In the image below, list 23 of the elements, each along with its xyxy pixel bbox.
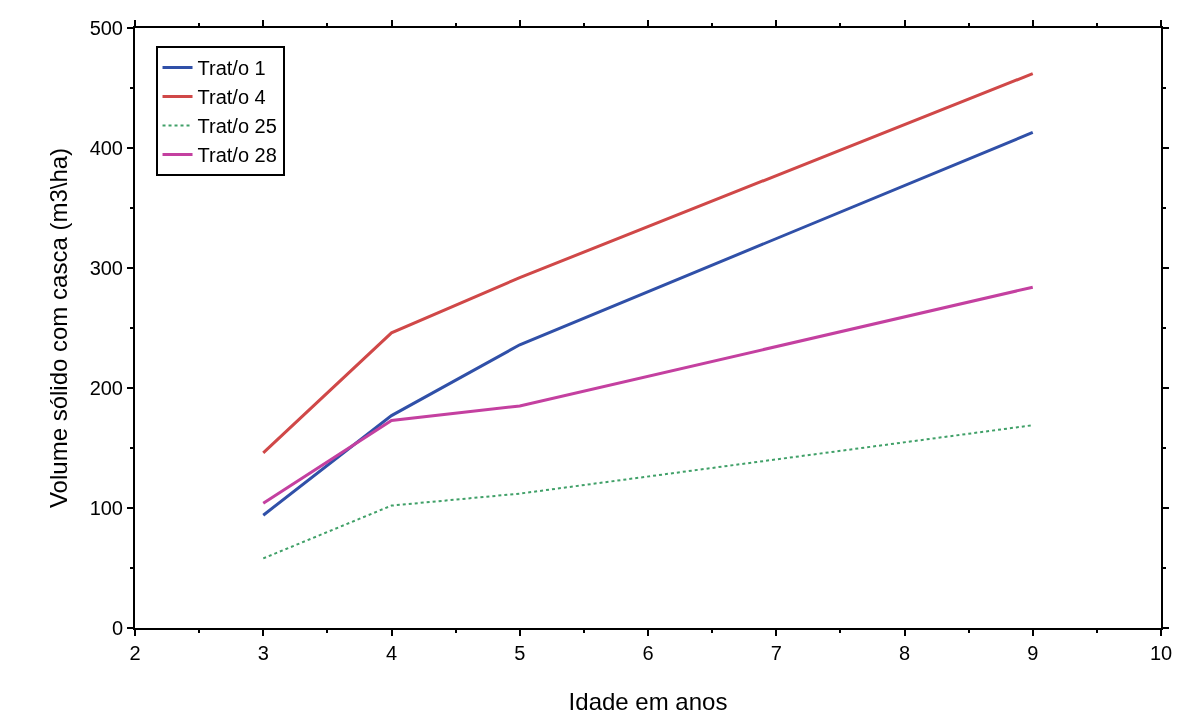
line-series (262, 424, 1034, 560)
y-tick-label: 200 (89, 377, 123, 399)
legend-label: Trat/o 28 (197, 144, 277, 167)
x-tick-label: 7 (770, 642, 782, 664)
x-tick-label: 10 (1149, 642, 1173, 664)
y-axis-title: Volume sólido com casca (m3\ha) (45, 147, 73, 509)
line-series (261, 285, 1035, 505)
x-axis-title: Idade em anos (568, 687, 728, 715)
y-tick-label: 400 (89, 137, 123, 159)
x-tick-label: 6 (642, 642, 654, 664)
x-tick-label: 9 (1027, 642, 1039, 664)
x-tick-label: 5 (514, 642, 526, 664)
legend-label: Trat/o 4 (197, 86, 266, 109)
y-tick-label: 0 (111, 617, 123, 639)
legend-label: Trat/o 1 (197, 57, 266, 80)
x-tick-label: 4 (385, 642, 398, 664)
x-tick-label: 8 (898, 642, 911, 664)
y-tick-label: 300 (89, 257, 123, 279)
x-tick-label: 2 (129, 642, 141, 664)
x-tick-label: 3 (257, 642, 269, 664)
y-tick-label: 100 (89, 497, 123, 519)
legend-label: Trat/o 25 (197, 115, 277, 138)
y-tick-label: 500 (89, 17, 123, 39)
